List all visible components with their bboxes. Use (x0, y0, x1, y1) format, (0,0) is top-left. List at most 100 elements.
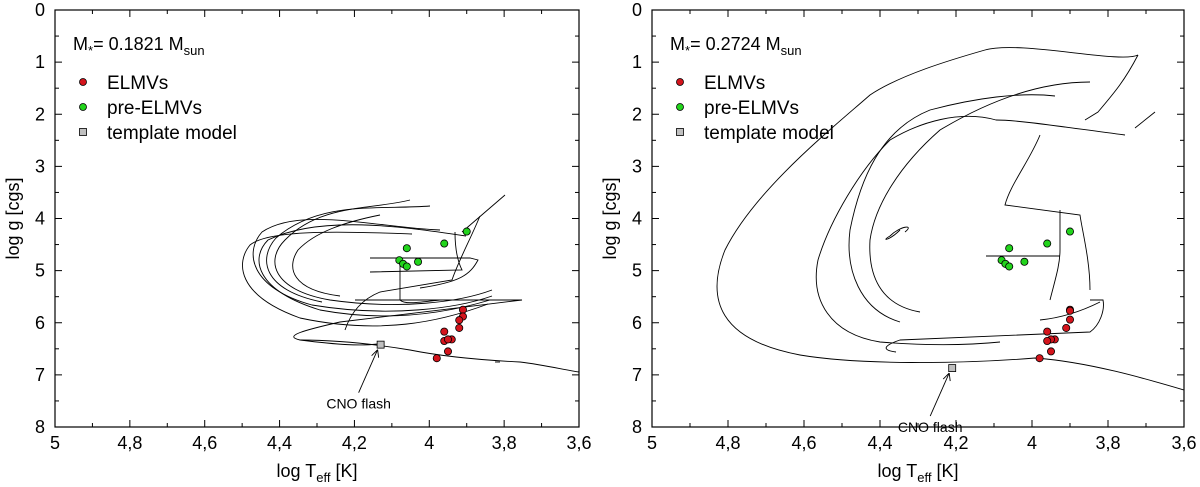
y-tick-label: 2 (632, 104, 642, 124)
data-point (402, 244, 411, 253)
data-point (458, 305, 467, 314)
x-axis-label: log Teff [K] (878, 461, 959, 485)
annotation-label: CNO flash (898, 419, 963, 435)
series-template-model (948, 364, 957, 372)
evolutionary-tracks (716, 47, 1184, 391)
data-point (402, 262, 411, 271)
track-line-3 (1134, 111, 1156, 129)
data-point (443, 347, 452, 356)
series-pre-elmvs (395, 227, 471, 271)
x-tick-label: 4,8 (117, 433, 142, 453)
y-tick-label: 5 (632, 261, 642, 281)
x-tick-label: 3,6 (1171, 433, 1196, 453)
track-line-9 (370, 257, 479, 289)
track-line-4 (252, 218, 493, 312)
panel-2: 5 4,8 4,6 4,4 4,2 4 3,8 3,6 0 1 2 3 4 5 6 7 8 log Teff [K… (600, 0, 1197, 485)
data-point (1066, 315, 1075, 324)
x-axis-label: log Teff [K] (277, 461, 358, 485)
track-line-4 (815, 115, 1126, 346)
track-line-2 (1084, 54, 1139, 121)
y-tick-label: 3 (35, 156, 45, 176)
annotation-arrow (358, 349, 379, 393)
legend-label: template model (107, 123, 237, 144)
legend-marker (79, 103, 87, 111)
y-tick-label: 2 (35, 104, 45, 124)
y-tick-label: 4 (632, 209, 642, 229)
data-point (462, 227, 471, 236)
track-line-5 (266, 205, 431, 303)
data-point (1062, 323, 1071, 332)
x-tick-label: 3,8 (492, 433, 517, 453)
panel-1: 5 4,8 4,6 4,4 4,2 4 3,8 3,6 0 1 2 3 4 5 6 7 8 log Teff [K… (3, 0, 592, 485)
y-tick-label: 0 (35, 0, 45, 20)
x-tick-label: 5 (50, 433, 60, 453)
data-point (455, 323, 464, 332)
mass-title: M*= 0.1821 Msun (73, 34, 205, 58)
template-model-point (948, 364, 957, 372)
x-tick-label: 4,4 (867, 433, 892, 453)
x-tick-label: 5 (647, 433, 657, 453)
y-tick-label: 7 (35, 365, 45, 385)
data-point (1047, 347, 1056, 356)
x-tick-label: 4,2 (342, 433, 367, 453)
data-point (414, 257, 423, 266)
track-line-7 (1004, 134, 1091, 291)
track-line-2 (242, 231, 489, 327)
x-tick-label: 4 (1027, 433, 1037, 453)
track-line-7 (292, 214, 381, 297)
data-point (1066, 227, 1075, 236)
evolutionary-tracks (242, 194, 579, 373)
legend-marker (79, 128, 87, 136)
annotation-arrowhead (371, 349, 380, 358)
series-pre-elmvs (997, 227, 1075, 271)
y-tick-label: 8 (632, 417, 642, 437)
x-tick-label: 4,2 (943, 433, 968, 453)
series-elmvs (432, 305, 467, 363)
series-template-model (376, 340, 385, 349)
data-point (1035, 354, 1044, 363)
track-line-1 (716, 47, 1184, 391)
data-point (1005, 244, 1014, 253)
legend-label: pre-ELMVs (704, 98, 799, 119)
y-tick-label: 5 (35, 261, 45, 281)
track-line-12 (293, 299, 523, 346)
data-point (1043, 239, 1052, 248)
track-line-1 (461, 194, 506, 233)
data-point (1043, 327, 1052, 336)
track-line-11 (369, 231, 463, 273)
y-tick-label: 8 (35, 417, 45, 437)
legend-marker (79, 78, 87, 86)
track-line-3 (258, 224, 491, 317)
mass-title: M*= 0.2724 Msun (670, 34, 802, 58)
data-point (1005, 262, 1014, 271)
track-line-6 (274, 199, 493, 305)
data-point (455, 316, 464, 325)
data-point (443, 335, 452, 344)
legend-label: pre-ELMVs (107, 98, 202, 119)
series-elmvs (1035, 305, 1075, 363)
x-tick-label: 3,6 (566, 433, 591, 453)
legend-marker (676, 78, 684, 86)
x-tick-label: 4,8 (715, 433, 740, 453)
data-point (440, 327, 449, 336)
legend-label: ELMVs (107, 73, 168, 94)
y-axis-label: log g [cgs] (3, 177, 23, 259)
data-point (440, 239, 449, 248)
track-line-6 (869, 81, 1091, 313)
annotation-arrowhead (942, 372, 951, 382)
data-point (1020, 257, 1029, 266)
data-point (432, 354, 441, 363)
legend-marker (676, 103, 684, 111)
legend-label: ELMVs (704, 73, 765, 94)
y-tick-label: 4 (35, 209, 45, 229)
track-line-5 (848, 94, 1056, 323)
x-tick-label: 4 (424, 433, 434, 453)
y-tick-label: 3 (632, 156, 642, 176)
annotation-label: CNO flash (326, 396, 391, 412)
y-tick-label: 6 (632, 313, 642, 333)
track-line-13 (299, 339, 579, 373)
x-tick-label: 3,8 (1095, 433, 1120, 453)
legend-label: template model (704, 123, 834, 144)
legend-marker (676, 128, 684, 136)
